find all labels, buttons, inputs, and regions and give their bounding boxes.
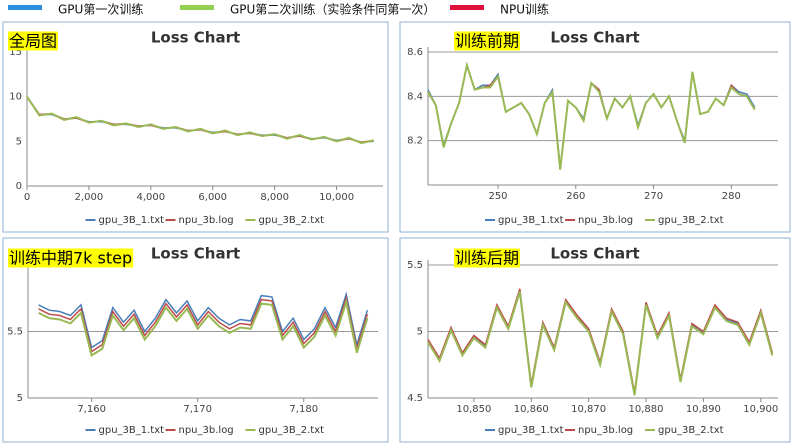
chart-panel: 8.2 8.4 8.6 250 260 270 280 Loss Chart 训练前期 gpu_3… (399, 21, 791, 233)
label-highlight (454, 31, 521, 51)
chart-title: Loss Chart (151, 29, 240, 47)
series-line (38, 298, 369, 357)
y-tick-label: 5.5 (407, 260, 423, 271)
x-tick-label: 280 (722, 191, 741, 202)
x-tick-label: 270 (644, 191, 663, 202)
x-tick-label: 10,850 (456, 404, 491, 415)
series-line (38, 295, 369, 353)
chart-panel: 4.5 5 5.5 10,850 10,860 10,870 10,880 10,890 10,… (399, 237, 791, 443)
panel-label: 训练前期 (455, 32, 519, 51)
legend-label: gpu_3B_2.txt (658, 425, 724, 436)
x-tick-label: 2,000 (75, 192, 104, 203)
x-tick-label: 7,170 (183, 404, 212, 415)
legend-label: gpu_3B_2.txt (259, 425, 325, 436)
y-tick-label: 4.5 (407, 393, 423, 404)
y-tick-label: 5 (17, 393, 23, 404)
legend-label: gpu_3B_2.txt (259, 215, 325, 226)
panel-frame (399, 237, 791, 443)
x-tick-label: 260 (566, 191, 585, 202)
y-tick-label: 8.2 (407, 136, 423, 147)
x-tick-label: 10,860 (514, 404, 549, 415)
series-line (427, 61, 756, 170)
label-highlight (8, 31, 59, 51)
legend-swatch (8, 5, 42, 10)
x-tick-label: 10,000 (319, 192, 354, 203)
panel-frame (2, 237, 389, 443)
legend-label: GPU第二次训练（实验条件同第一次） (230, 2, 435, 17)
y-tick-label: 0 (16, 181, 22, 192)
panel-label: 全局图 (9, 32, 57, 51)
label-highlight (8, 248, 134, 268)
x-tick-label: 10,900 (743, 404, 778, 415)
series-line (38, 291, 369, 349)
x-tick-label: 7,160 (77, 404, 106, 415)
legend-label: npu_3b.log (179, 425, 234, 436)
legend-label: npu_3b.log (578, 425, 633, 436)
panel-label: 训练后期 (455, 249, 519, 268)
x-tick-label: 10,870 (571, 404, 606, 415)
legend-label: npu_3b.log (179, 215, 234, 226)
panel-frame (2, 21, 389, 233)
x-tick-label: 4,000 (137, 192, 166, 203)
chart-panel: 5 5.5 7,160 7,170 7,180 Loss Chart 训练中期7k step… (2, 237, 389, 443)
x-tick-label: 250 (488, 191, 507, 202)
y-tick-label: 15 (9, 47, 22, 58)
legend-label: gpu_3B_1.txt (498, 425, 564, 436)
y-tick-label: 8.6 (407, 47, 423, 58)
x-tick-label: 10,880 (629, 404, 664, 415)
legend-label: NPU训练 (500, 2, 549, 17)
x-tick-label: 0 (24, 192, 30, 203)
legend-label: gpu_3B_1.txt (99, 425, 165, 436)
legend-swatch (450, 5, 484, 10)
label-highlight (454, 248, 521, 268)
legend-label: gpu_3B_2.txt (658, 215, 724, 226)
legend-label: gpu_3B_1.txt (498, 215, 564, 226)
legend-label: GPU第一次训练 (58, 2, 143, 17)
y-tick-label: 5.5 (7, 327, 23, 338)
x-tick-label: 7,180 (289, 404, 318, 415)
legend-swatch (180, 5, 214, 10)
chart-title: Loss Chart (151, 245, 240, 263)
legend-label: npu_3b.log (578, 215, 633, 226)
chart-panel: 0 5 10 15 0 2,000 4,000 6,000 8,000 10,000 Loss Ch… (2, 21, 389, 233)
chart-title: Loss Chart (550, 29, 639, 47)
y-tick-label: 8.4 (407, 91, 423, 102)
y-tick-label: 10 (9, 92, 22, 103)
y-tick-label: 5 (16, 136, 22, 147)
x-tick-label: 10,890 (686, 404, 721, 415)
series-line (427, 291, 774, 396)
legend-label: gpu_3B_1.txt (99, 215, 165, 226)
x-tick-label: 6,000 (198, 192, 227, 203)
y-tick-label: 5 (417, 327, 423, 338)
series-line (26, 96, 374, 145)
chart-title: Loss Chart (550, 245, 639, 263)
panel-frame (399, 21, 791, 233)
panel-label: 训练中期7k step (9, 249, 132, 268)
x-tick-label: 8,000 (260, 192, 289, 203)
